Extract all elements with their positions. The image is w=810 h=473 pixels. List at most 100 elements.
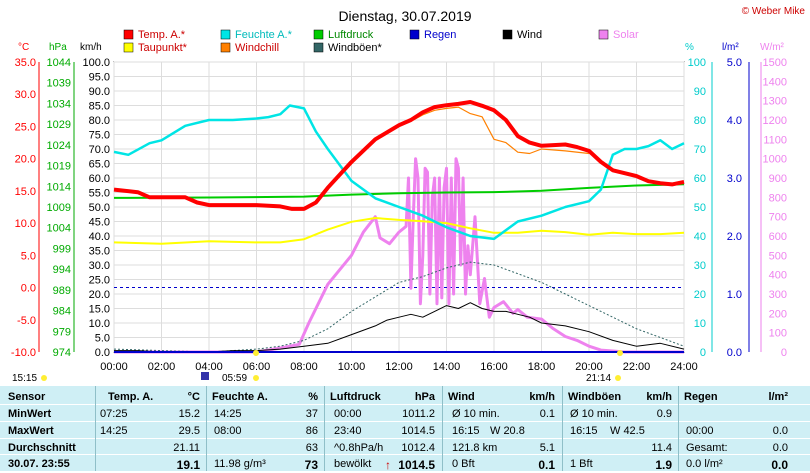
tick-label-time: 02:00: [148, 361, 176, 373]
header-wind: Wind: [448, 391, 475, 403]
weather-chart: Dienstag, 30.07.2019 © Weber Mike Temp. …: [11, 6, 806, 384]
tick-label-hpa: 999: [53, 243, 71, 255]
wind-value: 0.1: [539, 408, 555, 420]
tick-label-percent: 80: [694, 115, 706, 127]
tick-label-kmh: 100.0: [82, 57, 110, 69]
tick-label-kmh: 60.0: [89, 173, 110, 185]
column-divider: [678, 386, 679, 471]
tick-label-solar: 300: [769, 289, 787, 301]
header-pressure: Luftdruck: [330, 391, 381, 403]
gust-time: 1 Bft: [570, 458, 593, 470]
tick-label-kmh: 0.0: [95, 347, 110, 359]
humidity-value: 63: [305, 442, 318, 454]
tick-label-solar: 200: [769, 308, 787, 320]
chart-title: Dienstag, 30.07.2019: [338, 8, 471, 24]
temp-value: 15.2: [178, 408, 200, 420]
humidity-value: 86: [305, 425, 318, 437]
sunset-label: 21:14: [586, 373, 611, 384]
humidity-time: 14:25: [214, 408, 242, 420]
pressure-value: 1012.4: [401, 442, 435, 454]
tick-label-kmh: 80.0: [89, 115, 110, 127]
tick-label-percent: 30: [694, 260, 706, 272]
tick-label-hpa: 979: [53, 326, 71, 338]
tick-label-solar: 600: [769, 231, 787, 243]
temp-value: 19.1: [176, 458, 200, 472]
tick-label-hpa: 974: [53, 347, 71, 359]
unit-solar: W/m²: [760, 42, 785, 53]
tick-label-hpa: 1009: [47, 202, 71, 214]
temp-time: 14:25: [100, 425, 128, 437]
unit-percent: %: [685, 42, 694, 53]
rain-value: 0.0: [771, 458, 788, 472]
tick-label-solar: 0: [781, 347, 787, 359]
tick-label-time: 00:00: [100, 361, 128, 373]
column-divider: [442, 386, 443, 471]
legend-label: Feuchte A.*: [235, 29, 293, 41]
tick-label-kmh: 30.0: [89, 260, 110, 272]
tick-label-kmh: 95.0: [89, 72, 110, 84]
temp-time: 07:25: [100, 408, 128, 420]
tick-label-temp: 10.0: [15, 218, 36, 230]
tick-label-rain: 2.0: [727, 231, 742, 243]
wind-value: 5.1: [539, 442, 555, 454]
unit-rain: l/m²: [722, 42, 739, 53]
legend-label: Temp. A.*: [138, 29, 186, 41]
row-label: MinWert: [8, 408, 52, 420]
legend-label: Solar: [613, 29, 639, 41]
row-label: MaxWert: [8, 425, 54, 437]
wind-time: 0 Bft: [452, 458, 475, 470]
tick-label-time: 24:00: [670, 361, 698, 373]
tick-label-hpa: 1014: [47, 181, 71, 193]
tick-label-percent: 60: [694, 173, 706, 185]
gust-time: 16:15: [570, 425, 598, 437]
tick-label-percent: 20: [694, 289, 706, 301]
series-line-feuchte-a: [113, 104, 685, 241]
legend-label: Windböen*: [328, 42, 383, 54]
tick-label-kmh: 70.0: [89, 144, 110, 156]
tick-label-percent: 0: [700, 347, 706, 359]
copyright-label: © Weber Mike: [742, 6, 806, 17]
tick-label-temp: 30.0: [15, 89, 36, 101]
tick-label-rain: 0.0: [727, 347, 742, 359]
unit-hpa: hPa: [49, 42, 67, 53]
gust-value: 0.9: [656, 408, 672, 420]
tick-label-hpa: 1029: [47, 119, 71, 131]
rain-time: 00:00: [686, 425, 714, 437]
legend: Temp. A.* Feuchte A.* Luftdruck Regen Wind So…: [123, 29, 639, 54]
column-divider: [95, 386, 96, 471]
tick-label-kmh: 35.0: [89, 246, 110, 258]
pressure-time: bewölkt: [334, 458, 372, 470]
tick-label-kmh: 90.0: [89, 86, 110, 98]
tick-label-time: 10:00: [338, 361, 366, 373]
tick-label-hpa: 984: [53, 306, 71, 318]
tick-label-time: 22:00: [623, 361, 651, 373]
tick-label-time: 14:00: [433, 361, 461, 373]
sunset-marker: [617, 350, 623, 356]
tick-label-kmh: 40.0: [89, 231, 110, 243]
tick-label-hpa: 994: [53, 264, 71, 276]
pressure-value: 1011.2: [402, 408, 435, 420]
tick-label-temp: 35.0: [15, 57, 36, 69]
series-line-luftdruck: [113, 183, 685, 199]
tick-label-hpa: 1039: [47, 78, 71, 90]
wind-time: 121.8 km: [452, 442, 498, 454]
column-divider: [206, 386, 207, 471]
header-rain: Regen: [684, 391, 718, 403]
tick-label-time: 20:00: [575, 361, 603, 373]
pressure-trend-icon: ↑: [385, 458, 391, 472]
statistics-table: Sensor Temp. A. °C Feuchte A.% Luftdruck hPa W…: [0, 386, 810, 473]
tick-label-kmh: 45.0: [89, 217, 110, 229]
legend-swatch: [123, 29, 134, 40]
tick-label-solar: 1000: [763, 154, 787, 166]
header-wind-unit: km/h: [529, 391, 555, 403]
tick-label-solar: 700: [769, 212, 787, 224]
tick-label-hpa: 1034: [47, 98, 71, 110]
table-header-row: Sensor Temp. A. °C Feuchte A.% Luftdruck hPa W…: [0, 390, 810, 406]
tick-label-solar: 1100: [763, 134, 787, 146]
tick-label-solar: 100: [769, 328, 787, 340]
header-rain-unit: l/m²: [768, 391, 788, 403]
header-temp-unit: °C: [187, 391, 200, 403]
row-divider: [0, 454, 810, 455]
table-row: 30.07. 23:55 19.1 11.98 g/m³ 73 bewölkt ↑ 1014…: [0, 457, 810, 473]
gust-value: 11.4: [651, 442, 672, 454]
